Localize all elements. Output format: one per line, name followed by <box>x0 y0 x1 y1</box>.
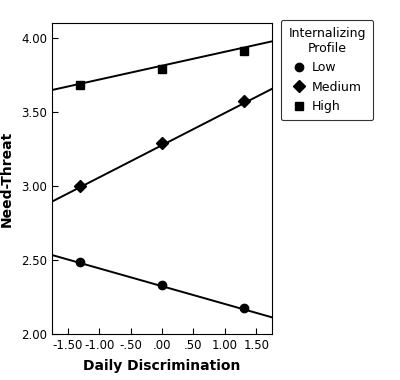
Low <box>241 306 246 310</box>
Line: Low: Low <box>76 258 248 312</box>
X-axis label: Daily Discrimination: Daily Discrimination <box>83 359 241 373</box>
Low <box>160 283 164 288</box>
Y-axis label: Need-Threat: Need-Threat <box>0 130 14 227</box>
High <box>241 49 246 53</box>
Line: Medium: Medium <box>76 97 248 190</box>
High <box>78 83 83 87</box>
Medium <box>241 99 246 104</box>
Medium <box>78 184 83 188</box>
Line: High: High <box>76 47 248 89</box>
Medium <box>160 141 164 145</box>
Legend: Low, Medium, High: Low, Medium, High <box>281 20 373 120</box>
High <box>160 66 164 71</box>
Low <box>78 260 83 264</box>
